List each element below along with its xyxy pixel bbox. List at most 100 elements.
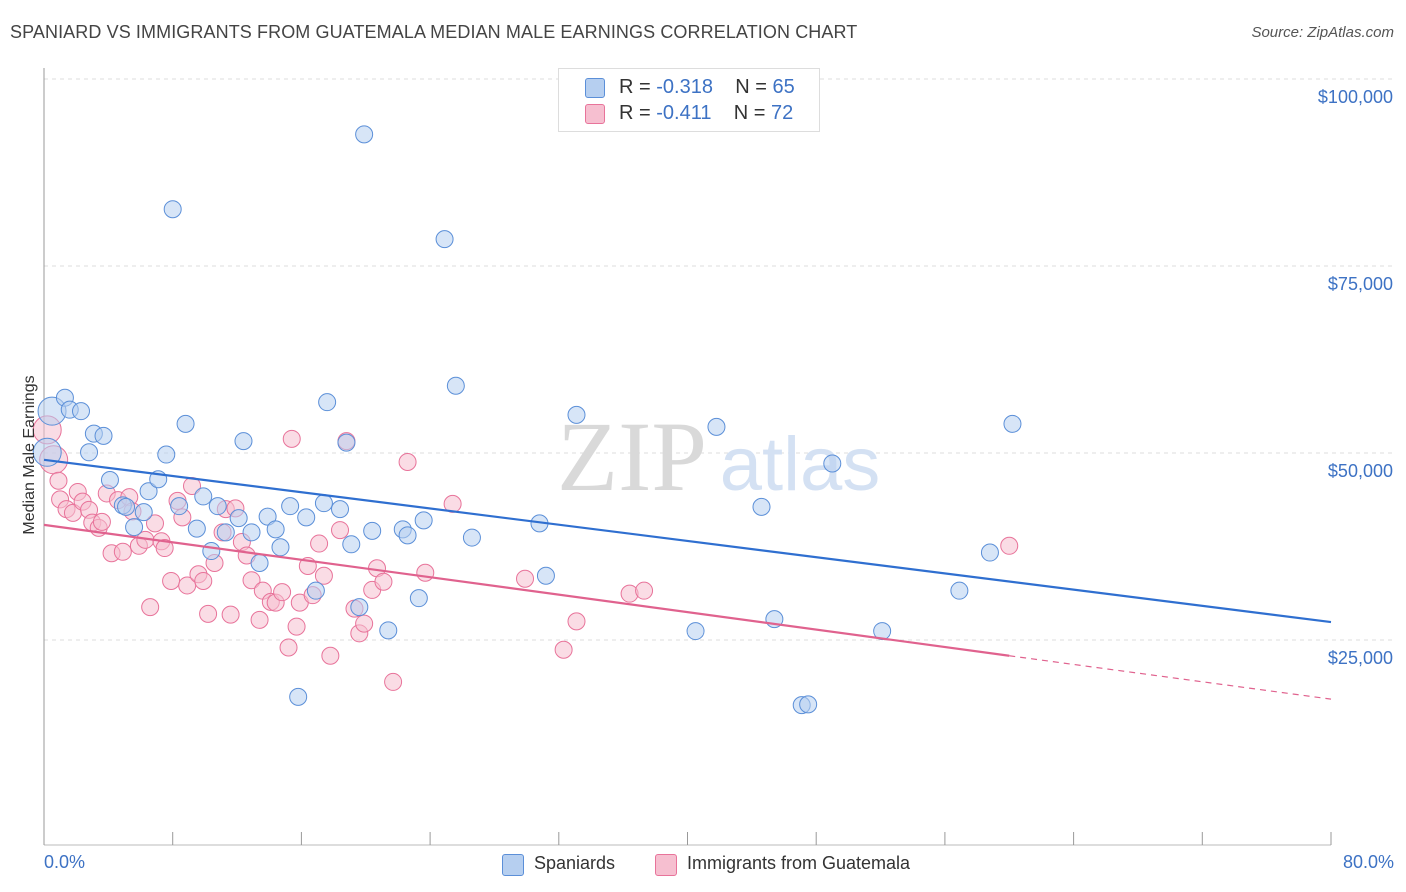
spaniard-point	[289, 687, 308, 706]
y-tick-labels: $25,000 $50,000 $75,000 $100,000	[1318, 87, 1393, 668]
spaniard-point	[216, 523, 235, 542]
guatemala-point	[355, 614, 374, 633]
n-value-spaniards: 65	[772, 76, 795, 98]
n-label: N =	[733, 102, 771, 124]
guatemala-point	[314, 566, 333, 585]
x-max-label: 80.0%	[1342, 852, 1394, 872]
spaniard-point	[752, 497, 771, 516]
guatemala-point	[1000, 536, 1019, 555]
guatemala-point	[398, 453, 417, 472]
spaniard-point	[258, 507, 277, 526]
r-label: R =	[619, 76, 657, 98]
spaniard-point	[446, 376, 465, 395]
guatemala-point	[199, 604, 218, 623]
guatemala-swatch	[585, 104, 605, 124]
n-label: N =	[735, 76, 773, 98]
stats-text-spaniards: R = -0.318 N = 65	[619, 76, 795, 99]
spaniard-point	[567, 405, 586, 424]
spaniard-point	[435, 230, 454, 249]
guatemala-point	[273, 583, 292, 602]
spaniard-point	[950, 581, 969, 600]
spaniard-point	[686, 622, 705, 641]
y-tick-label-0: $25,000	[1328, 648, 1393, 668]
spaniard-point	[707, 417, 726, 436]
guatemala-point	[282, 429, 301, 448]
guatemala-point	[221, 605, 240, 624]
guatemala-point	[321, 646, 340, 665]
spaniard-point	[250, 554, 269, 573]
trend-lines	[43, 458, 1332, 700]
spaniard-point	[314, 494, 333, 513]
x-ticks	[43, 832, 1332, 845]
spaniard-point	[1003, 414, 1022, 433]
guatemala-point	[113, 542, 132, 561]
r-value-spaniards: -0.318	[656, 76, 713, 98]
trend-line-spaniards	[43, 458, 1332, 624]
spaniard-point	[398, 526, 417, 545]
spaniard-point	[94, 426, 113, 445]
spaniard-point	[297, 508, 316, 527]
spaniard-point	[134, 503, 153, 522]
legend-label-guatemala: Immigrants from Guatemala	[687, 853, 911, 873]
y-tick-label-1: $50,000	[1328, 461, 1393, 481]
spaniard-point	[350, 598, 369, 617]
spaniard-point	[100, 470, 119, 489]
guatemala-point	[279, 638, 298, 657]
guatemala-point	[416, 563, 435, 582]
spaniard-point	[187, 519, 206, 538]
spaniard-point	[125, 518, 144, 537]
guatemala-point	[194, 571, 213, 590]
spaniard-point	[271, 538, 290, 557]
guatemala-point	[331, 521, 350, 540]
series-guatemala-points	[32, 415, 1019, 691]
legend-swatch-guatemala	[655, 854, 677, 876]
spaniard-point	[229, 509, 248, 528]
spaniard-point	[176, 414, 195, 433]
spaniard-point	[163, 200, 182, 219]
n-value-guatemala: 72	[770, 102, 794, 124]
guatemala-point	[146, 514, 165, 533]
spaniard-point	[318, 393, 337, 412]
spaniard-point	[355, 125, 374, 144]
spaniard-point	[80, 443, 99, 462]
stats-box: R = -0.318 N = 65 R = -0.411 N = 72	[558, 68, 820, 132]
trend-line-guatemala-extension	[1009, 655, 1332, 700]
spaniard-point	[170, 497, 189, 516]
spaniard-point	[379, 621, 398, 640]
guatemala-point	[92, 512, 111, 531]
spaniard-point	[337, 433, 356, 452]
guatemala-point	[374, 572, 393, 591]
guatemala-point	[310, 534, 329, 553]
spaniard-point	[363, 521, 382, 540]
guatemala-point	[49, 471, 68, 490]
guatemala-point	[155, 539, 174, 558]
spaniard-point	[72, 402, 91, 421]
x-min-label: 0.0%	[44, 852, 86, 872]
spaniards-swatch	[585, 78, 605, 98]
r-value-guatemala: -0.411	[656, 102, 712, 124]
watermark-atlas: atlas	[720, 422, 881, 507]
spaniard-point	[414, 511, 433, 530]
spaniard-point	[281, 497, 300, 516]
guatemala-point	[567, 612, 586, 631]
trend-line-guatemala	[43, 523, 1010, 657]
source-label: Source: ZipAtlas.com	[1251, 24, 1394, 41]
guatemala-point	[620, 584, 639, 603]
spaniard-point	[823, 454, 842, 473]
legend: Spaniards Immigrants from Guatemala	[0, 852, 1406, 878]
spaniard-point	[342, 535, 361, 554]
y-tick-label-2: $75,000	[1328, 274, 1393, 294]
guatemala-point	[250, 610, 269, 629]
spaniard-point	[208, 497, 227, 516]
spaniard-point	[242, 523, 261, 542]
guatemala-point	[141, 598, 160, 617]
y-tick-label-3: $100,000	[1318, 87, 1393, 107]
spaniard-point	[234, 432, 253, 451]
spaniard-point	[117, 497, 136, 516]
guatemala-point	[242, 571, 261, 590]
spaniard-point	[266, 520, 285, 539]
stats-text-guatemala: R = -0.411 N = 72	[619, 102, 793, 125]
spaniard-point	[157, 445, 176, 464]
spaniard-point	[202, 542, 221, 561]
